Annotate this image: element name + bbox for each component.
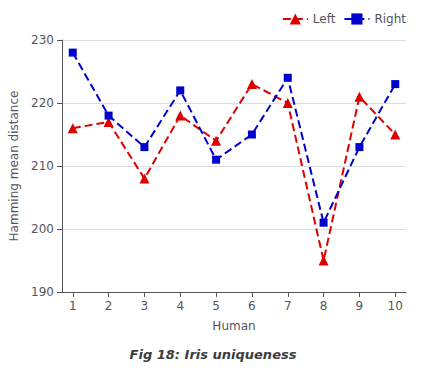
- svg-text:200: 200: [31, 222, 54, 236]
- svg-text:4: 4: [176, 299, 184, 313]
- svg-text:Hamming mean distance: Hamming mean distance: [7, 91, 21, 242]
- svg-text:Fig 18: Iris uniqueness: Fig 18: Iris uniqueness: [130, 347, 297, 362]
- svg-text:Right: Right: [374, 12, 406, 26]
- svg-text:6: 6: [248, 299, 256, 313]
- svg-text:10: 10: [388, 299, 403, 313]
- svg-text:8: 8: [320, 299, 328, 313]
- svg-text:220: 220: [31, 96, 54, 110]
- svg-text:5: 5: [212, 299, 220, 313]
- svg-text:230: 230: [31, 33, 54, 47]
- svg-text:7: 7: [284, 299, 292, 313]
- svg-text:190: 190: [31, 285, 54, 299]
- svg-text:3: 3: [141, 299, 149, 313]
- svg-text:Left: Left: [313, 12, 336, 26]
- svg-text:1: 1: [69, 299, 77, 313]
- svg-text:9: 9: [356, 299, 364, 313]
- svg-text:2: 2: [105, 299, 113, 313]
- svg-text:210: 210: [31, 159, 54, 173]
- svg-text:Human: Human: [212, 319, 255, 333]
